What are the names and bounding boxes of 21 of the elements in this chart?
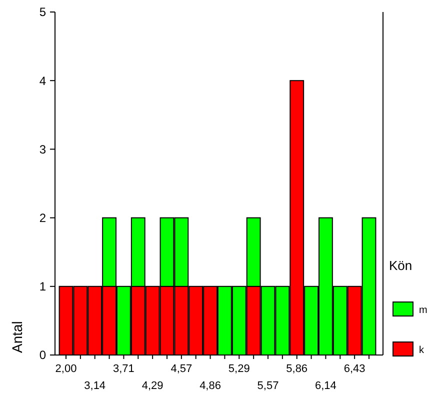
legend-label: m <box>419 305 428 316</box>
y-tick-label: 4 <box>39 74 46 88</box>
y-tick-label: 0 <box>39 348 46 362</box>
x-tick-label: 4,86 <box>200 380 221 392</box>
x-tick-label: 6,43 <box>344 363 366 375</box>
x-tick-label: 6,14 <box>315 380 336 392</box>
y-tick-label: 1 <box>39 280 46 294</box>
y-tick-label: 3 <box>39 142 46 156</box>
x-tick-label: 2,00 <box>55 363 77 375</box>
x-tick-label: 5,29 <box>228 363 250 375</box>
x-tick-label: 4,57 <box>170 363 192 375</box>
y-tick-label: 2 <box>39 211 46 225</box>
x-tick-label: 3,71 <box>113 363 134 375</box>
x-tick-label: 5,57 <box>257 380 279 392</box>
x-tick-label: 5,86 <box>286 363 308 375</box>
y-axis-title: Antal <box>9 321 25 353</box>
legend-label: k <box>419 345 425 356</box>
x-tick-label: 3,14 <box>84 380 106 392</box>
x-tick-label: 4,29 <box>142 380 164 392</box>
legend-title: Kön <box>389 258 412 273</box>
y-tick-label: 5 <box>39 5 46 20</box>
